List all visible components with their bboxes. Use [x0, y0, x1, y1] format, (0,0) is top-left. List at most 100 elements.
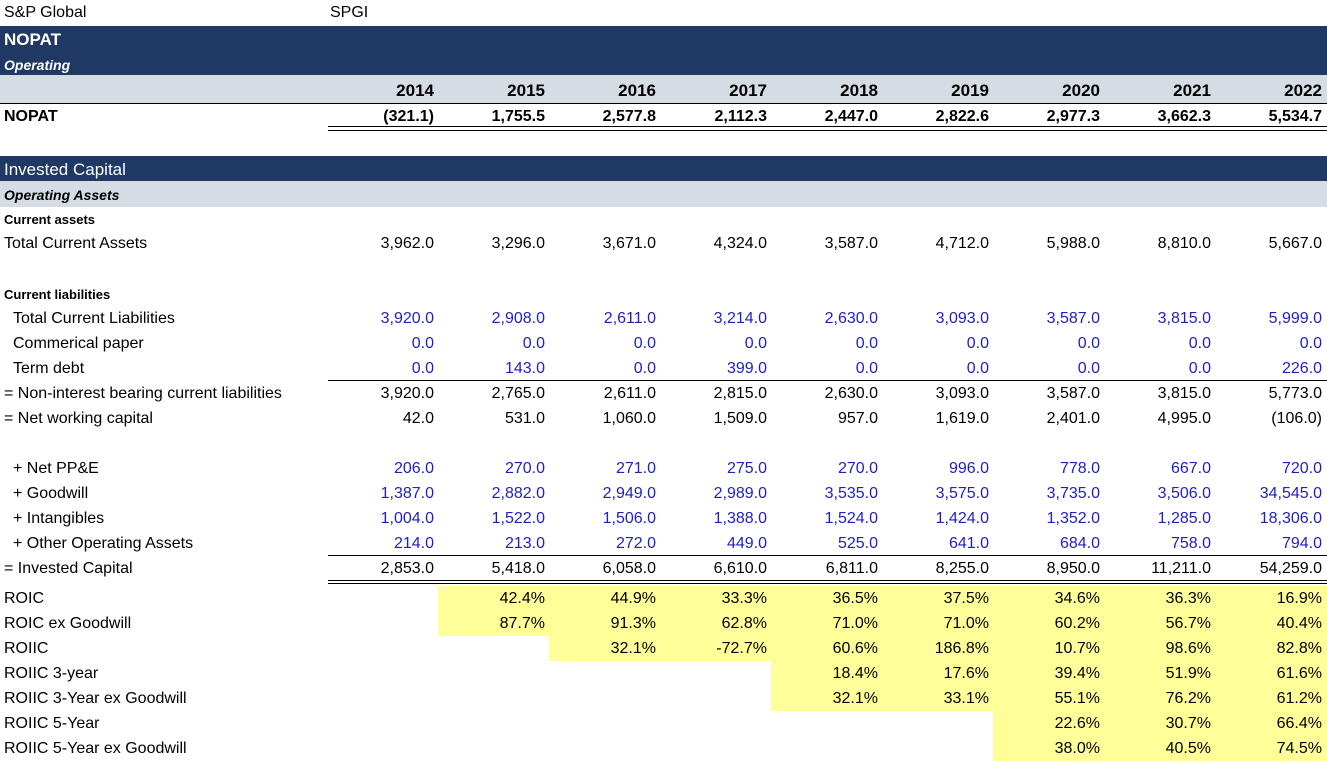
total-current-assets-row-cell: 4,712.0	[935, 235, 989, 252]
operating-assets-subtitle: Operating Assets	[4, 187, 120, 203]
asset-addition-row-cell: 720.0	[1281, 460, 1322, 477]
ratio-row-cell: 91.3%	[610, 615, 656, 632]
asset-addition-row-label: + Goodwill	[13, 485, 89, 502]
ratio-highlight	[438, 586, 549, 611]
asset-addition-row-cell: 1,387.0	[380, 485, 434, 502]
ratio-highlight	[1215, 711, 1327, 736]
ratio-row-cell: 87.7%	[499, 615, 545, 632]
ratio-row-cell: 36.5%	[832, 590, 878, 607]
ratio-row-label: ROIC	[4, 590, 44, 607]
nibcl-row-label: = Non-interest bearing current liabiliti…	[4, 385, 282, 402]
nibcl-row-cell: 2,611.0	[603, 385, 656, 402]
net-working-capital-row-cell: 1,060.0	[602, 410, 656, 427]
invested-header-band	[0, 156, 1327, 181]
ratio-row-label: ROIIC 3-year	[4, 665, 99, 682]
net-working-capital-row-cell: 1,619.0	[935, 410, 989, 427]
invested-capital-row-label: = Invested Capital	[4, 560, 133, 577]
ratio-highlight	[1104, 636, 1215, 661]
liability-row-cell: 0.0	[1077, 360, 1100, 377]
ratio-row-cell: 60.2%	[1054, 615, 1100, 632]
current-assets-heading: Current assets	[4, 212, 96, 227]
asset-addition-row-label: + Intangibles	[13, 510, 105, 527]
asset-addition-row-cell: 1,524.0	[824, 510, 878, 527]
total-current-assets-row-cell: 3,587.0	[824, 235, 878, 252]
year-header-cell: 2016	[618, 81, 656, 100]
invested-capital-double-line-1	[328, 580, 1327, 581]
asset-addition-row-cell: 1,506.0	[602, 510, 656, 527]
liability-row-cell: 2,630.0	[824, 310, 878, 327]
ratio-highlight	[1104, 611, 1215, 636]
asset-addition-row-cell: 2,882.0	[491, 485, 545, 502]
total-current-assets-row-cell: 4,324.0	[713, 235, 767, 252]
ratio-row-cell: 33.1%	[943, 690, 989, 707]
ratio-row-cell: 74.5%	[1276, 740, 1322, 757]
nibcl-row-cell: 2,765.0	[491, 385, 545, 402]
ratio-highlight	[549, 636, 660, 661]
invested-capital-row-cell: 2,853.0	[380, 560, 434, 577]
total-current-assets-row-cell: 3,962.0	[380, 235, 434, 252]
nopat-row-label: NOPAT	[4, 108, 58, 125]
liability-row-cell: 0.0	[1188, 335, 1211, 352]
nopat-value-cell: 2,822.6	[935, 108, 989, 125]
ratio-row-cell: 40.4%	[1276, 615, 1322, 632]
ratio-highlight	[993, 711, 1104, 736]
asset-addition-row-cell: 1,388.0	[713, 510, 767, 527]
ratio-highlight	[771, 586, 882, 611]
nopat-value-cell: (321.1)	[383, 108, 434, 125]
asset-addition-row-cell: 270.0	[837, 460, 878, 477]
ratio-highlight	[993, 736, 1104, 761]
invested-capital-row-cell: 8,950.0	[1046, 560, 1100, 577]
nopat-value-cell: 3,662.3	[1157, 108, 1211, 125]
asset-addition-row-cell: 794.0	[1281, 535, 1322, 552]
ratio-highlight	[882, 636, 993, 661]
ratio-row-label: ROIIC	[4, 640, 49, 657]
nopat-value-cell: 2,447.0	[824, 108, 878, 125]
liability-row-cell: 0.0	[855, 335, 878, 352]
ratio-highlight	[1215, 736, 1327, 761]
net-working-capital-row-cell: 4,995.0	[1157, 410, 1211, 427]
asset-addition-row-cell: 3,535.0	[824, 485, 878, 502]
liability-row-cell: 3,214.0	[713, 310, 767, 327]
liability-row-cell: 0.0	[633, 360, 656, 377]
nopat-value-cell: 5,534.7	[1268, 108, 1322, 125]
subtotal-line	[328, 380, 1327, 381]
operating-assets-band	[0, 181, 1327, 207]
asset-addition-row-cell: 3,735.0	[1046, 485, 1100, 502]
asset-addition-row-cell: 996.0	[948, 460, 989, 477]
ratio-highlight	[1104, 586, 1215, 611]
ratio-row-cell: 66.4%	[1276, 715, 1322, 732]
total-current-assets-row-cell: 5,667.0	[1268, 235, 1322, 252]
ratio-row-cell: 37.5%	[943, 590, 989, 607]
ratio-row-cell: 62.8%	[721, 615, 767, 632]
liability-row-cell: 0.0	[966, 360, 989, 377]
ratio-row-cell: 51.9%	[1165, 665, 1211, 682]
ratio-highlight	[1104, 686, 1215, 711]
ratio-row-cell: 56.7%	[1165, 615, 1211, 632]
ratio-highlight	[882, 611, 993, 636]
ratio-highlight	[993, 636, 1104, 661]
invested-section-title: Invested Capital	[4, 160, 126, 179]
year-header-cell: 2022	[1284, 81, 1322, 100]
asset-addition-row-cell: 2,949.0	[602, 485, 656, 502]
ratio-highlight	[993, 686, 1104, 711]
asset-addition-row-cell: 206.0	[393, 460, 434, 477]
liability-row-cell: 3,920.0	[380, 310, 434, 327]
liability-row-cell: 0.0	[1077, 335, 1100, 352]
ratio-highlight	[1104, 661, 1215, 686]
ratio-row-cell: 18.4%	[832, 665, 878, 682]
invested-capital-row-cell: 11,211.0	[1151, 560, 1211, 577]
ratio-highlight	[1215, 636, 1327, 661]
nopat-value-cell: 1,755.5	[491, 108, 545, 125]
ratio-highlight	[660, 586, 771, 611]
ratio-row-cell: 30.7%	[1165, 715, 1211, 732]
total-current-assets-row-cell: 3,296.0	[491, 235, 545, 252]
nibcl-row-cell: 3,920.0	[380, 385, 434, 402]
net-working-capital-row-cell: 957.0	[837, 410, 878, 427]
ratio-row-cell: 61.6%	[1276, 665, 1322, 682]
year-header-cell: 2019	[951, 81, 989, 100]
total-current-assets-row-cell: 5,988.0	[1046, 235, 1100, 252]
asset-addition-row-cell: 684.0	[1059, 535, 1100, 552]
nibcl-row-cell: 2,815.0	[713, 385, 767, 402]
liability-row-cell: 5,999.0	[1268, 310, 1322, 327]
liability-row-cell: 143.0	[504, 360, 545, 377]
